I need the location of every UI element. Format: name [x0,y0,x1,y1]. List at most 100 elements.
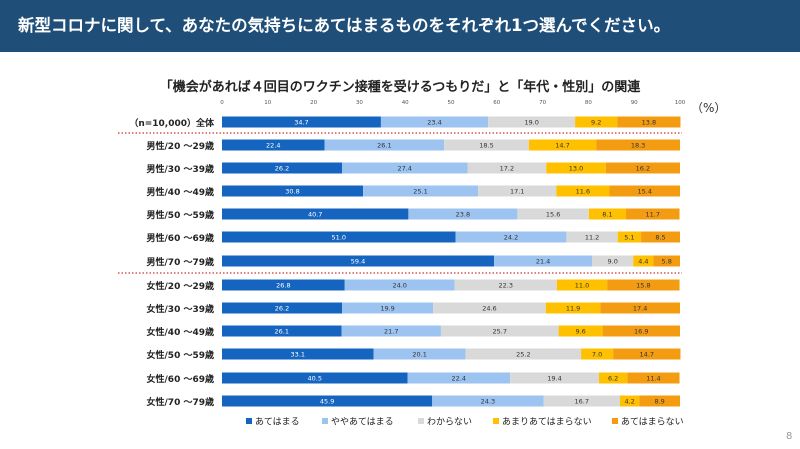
category-label: 男性/40 ～49歳 [147,186,214,198]
data-label: 18.3 [631,141,645,149]
data-label: 9.0 [608,257,618,265]
bar-segment [596,139,680,151]
data-label: 24.6 [482,304,496,312]
category-label: 男性/70 ～79歳 [147,256,214,268]
bar-segment [222,302,342,314]
bar-segment [633,255,654,267]
bar-segment [363,185,479,197]
bar-segment [592,255,634,267]
data-label: 13.8 [642,118,656,126]
data-label: 34.7 [294,118,308,126]
legend-label: わからない [427,417,472,428]
bar-segment [222,231,456,243]
data-label: 40.7 [308,210,322,218]
legend-swatch [612,418,618,424]
x-tick-label: 0 [220,100,224,106]
data-label: 11.7 [646,210,660,218]
bar-segment [467,162,547,174]
bar-segment [440,325,559,337]
data-label: 5.8 [662,257,672,265]
legend-swatch [493,418,499,424]
data-label: 45.9 [320,397,334,405]
page-number: 8 [786,431,793,442]
category-label: 女性/30 ～39歳 [147,303,214,315]
category-label: 男性/30 ～39歳 [147,163,214,175]
x-tick-label: 100 [675,100,686,106]
bar-segment [558,325,603,337]
category-label: 男性/50 ～59歳 [147,209,214,221]
data-label: 11.6 [576,187,590,195]
data-label: 17.1 [510,187,524,195]
bar-segment [543,395,621,407]
data-label: 11.9 [566,304,580,312]
category-label: 女性/50 ～59歳 [147,349,214,361]
bar-segment [602,325,680,337]
page-title: 新型コロナに関して、あなたの気持ちにあてはまるものをそれぞれ1つ選んでください。 [18,16,671,35]
data-label: 26.1 [275,327,289,335]
data-label: 40.5 [308,374,322,382]
bar-segment [407,372,511,384]
bar-segment [222,185,364,197]
bar-segment [494,255,593,267]
data-label: 19.4 [547,374,561,382]
bar-segment [605,162,680,174]
bar-segment [341,162,468,174]
bar-segment [465,348,582,360]
category-label: （n=10,000）全体 [129,117,215,129]
bar-segment [380,116,489,128]
data-label: 21.7 [384,327,398,335]
bar-segment [627,372,680,384]
category-label: 女性/40 ～49歳 [147,326,214,338]
data-label: 13.0 [569,164,583,172]
legend-label: あまりあてはまらない [502,417,592,428]
data-label: 25.7 [493,327,507,335]
data-label: 21.4 [536,257,550,265]
category-label: 女性/70 ～79歳 [147,396,214,408]
legend-swatch [418,418,424,424]
bar-segment [600,302,680,314]
data-label: 7.0 [592,350,602,358]
data-label: 22.4 [452,374,466,382]
data-label: 25.2 [516,350,530,358]
data-label: 24.2 [504,233,518,241]
data-label: 15.8 [636,281,650,289]
data-label: 8.1 [602,210,612,218]
bar-segment [222,348,374,360]
bar-segment [222,162,342,174]
data-label: 22.3 [498,281,512,289]
bar-segment [625,208,680,220]
data-label: 4.4 [638,257,648,265]
x-tick-label: 60 [493,100,500,106]
bar-segment [455,231,567,243]
bar-segment [566,231,618,243]
data-label: 33.1 [291,350,305,358]
bar-segment [575,116,618,128]
chart-title: 「機会があれば４回目のワクチン接種を受けるつもりだ」と「年代・性別」の関連 [159,80,641,95]
bar-segment [222,139,325,151]
data-label: 19.9 [380,304,394,312]
data-label: 26.2 [275,304,289,312]
bar-segment [517,208,589,220]
bar-segment [528,139,597,151]
x-tick-label: 70 [539,100,546,106]
category-label: 女性/60 ～69歳 [147,373,214,385]
bar-segment [613,348,681,360]
legend-swatch [246,418,252,424]
bar-segment [639,395,680,407]
data-label: 27.4 [397,164,411,172]
legend-swatch [322,418,328,424]
bar-segment [222,279,345,291]
bar-segment [341,302,434,314]
data-label: 6.2 [608,374,618,382]
bar-segment [222,395,433,407]
data-label: 11.2 [585,233,599,241]
data-label: 15.4 [637,187,651,195]
legend-label: あてはまる [255,417,300,428]
data-label: 18.5 [479,141,493,149]
data-label: 8.9 [654,397,664,405]
bar-segment [641,231,680,243]
bar-segment [478,185,557,197]
bar-segment [222,208,409,220]
bar-segment [581,348,614,360]
data-label: 22.4 [266,141,280,149]
